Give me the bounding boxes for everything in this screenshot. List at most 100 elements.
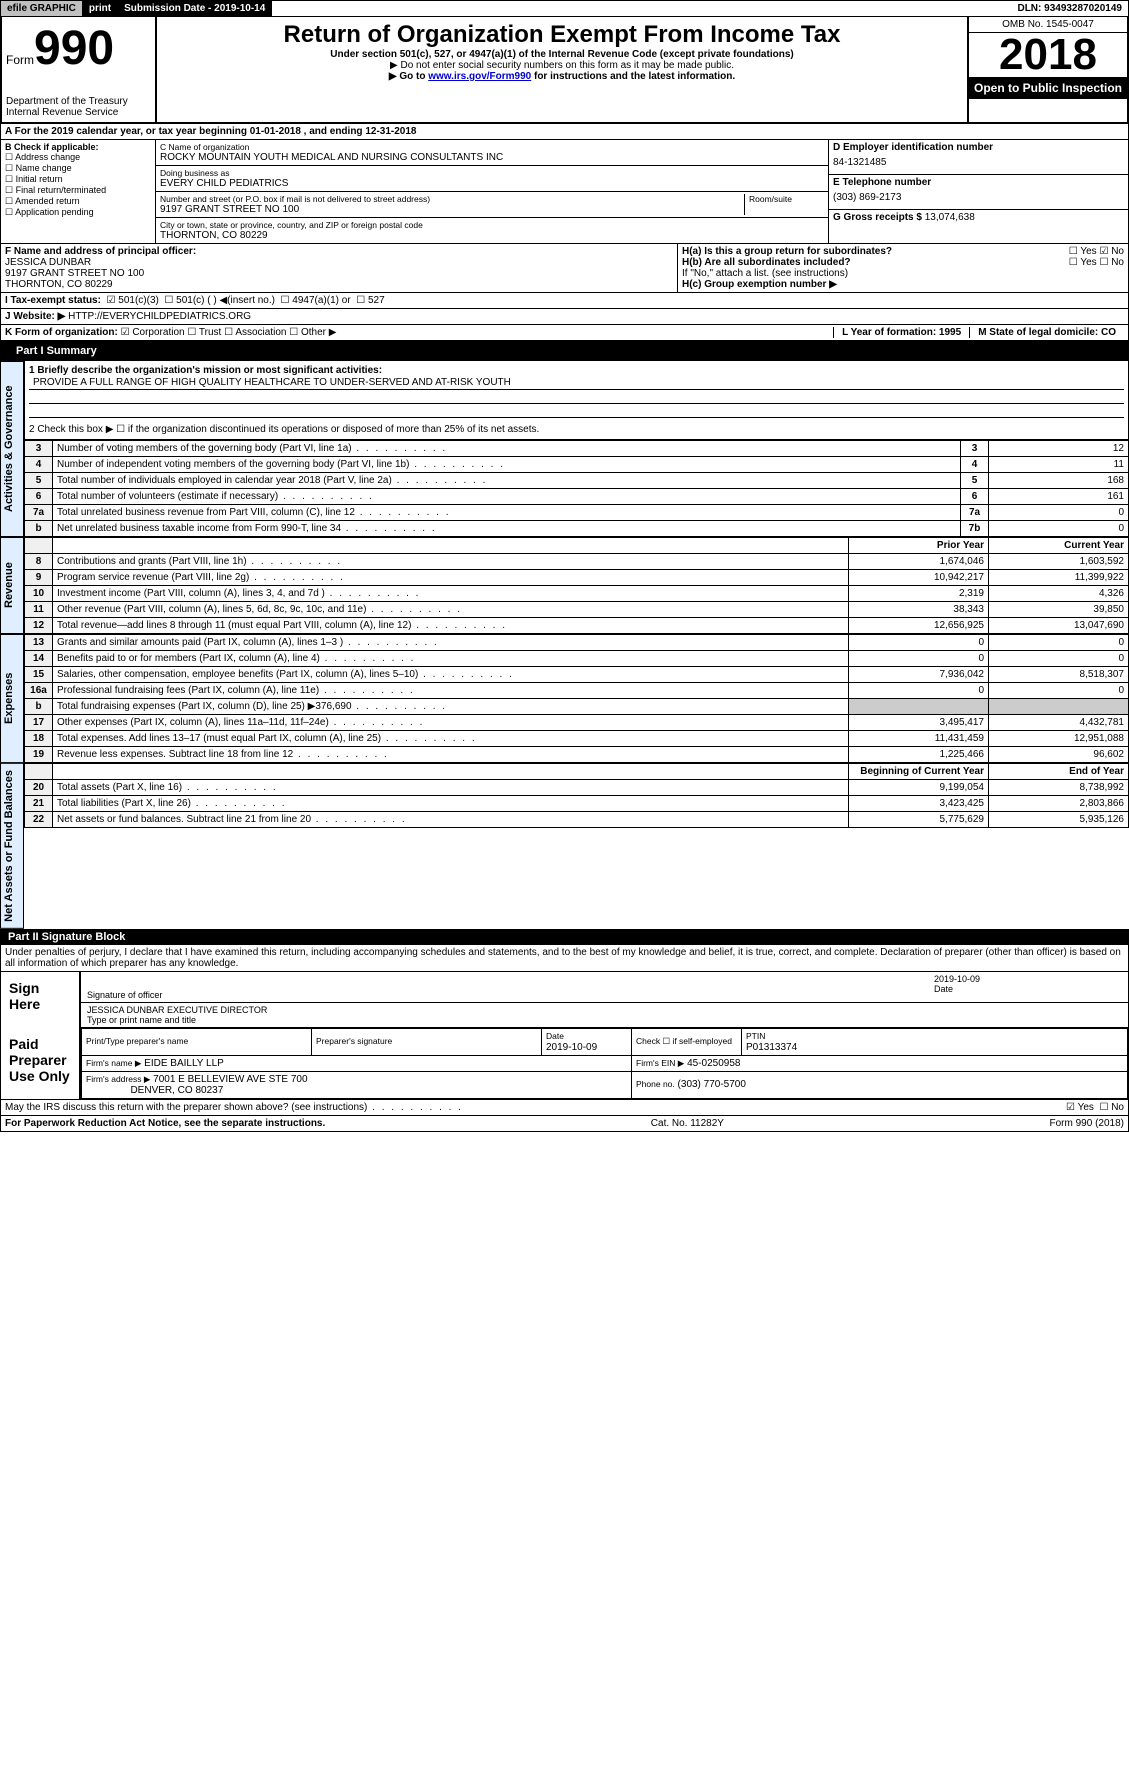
hb-no[interactable]: No <box>1099 257 1124 268</box>
self-employed-check[interactable]: Check ☐ if self-employed <box>632 1028 742 1055</box>
open-public: Open to Public Inspection <box>969 77 1127 99</box>
table-row: 12Total revenue—add lines 8 through 11 (… <box>25 618 1129 634</box>
vert-governance: Activities & Governance <box>0 361 24 537</box>
row-a: A For the 2019 calendar year, or tax yea… <box>0 124 1129 140</box>
table-row: 17Other expenses (Part IX, column (A), l… <box>25 715 1129 731</box>
discuss-row: May the IRS discuss this return with the… <box>0 1100 1129 1116</box>
table-row: 10Investment income (Part VIII, column (… <box>25 586 1129 602</box>
chk-trust[interactable]: Trust <box>187 327 221 338</box>
perjury-statement: Under penalties of perjury, I declare th… <box>0 945 1129 972</box>
discuss-no[interactable]: No <box>1099 1102 1124 1113</box>
ha-yes[interactable]: Yes <box>1069 246 1097 257</box>
table-row: 6Total number of volunteers (estimate if… <box>25 489 1129 505</box>
firm-ein: 45-0250958 <box>687 1058 740 1069</box>
form-subtitle: Under section 501(c), 527, or 4947(a)(1)… <box>161 49 963 60</box>
print-button[interactable]: print <box>83 1 118 16</box>
part2-header: Part II Signature Block <box>0 929 1129 945</box>
chk-4947[interactable]: 4947(a)(1) or <box>281 295 351 306</box>
website: HTTP://EVERYCHILDPEDIATRICS.ORG <box>68 311 251 322</box>
chk-amended[interactable]: Amended return <box>5 196 151 207</box>
chk-final-return[interactable]: Final return/terminated <box>5 185 151 196</box>
netassets-table: Beginning of Current YearEnd of Year 20T… <box>24 763 1129 828</box>
table-row: 19Revenue less expenses. Subtract line 1… <box>25 747 1129 763</box>
governance-table: 3Number of voting members of the governi… <box>24 440 1129 537</box>
box-f: F Name and address of principal officer:… <box>1 244 678 292</box>
table-row: 9Program service revenue (Part VIII, lin… <box>25 570 1129 586</box>
chk-app-pending[interactable]: Application pending <box>5 207 151 218</box>
ein: 84-1321485 <box>833 153 1124 172</box>
table-row: 7aTotal unrelated business revenue from … <box>25 505 1129 521</box>
officer-name-title: JESSICA DUNBAR EXECUTIVE DIRECTOR <box>87 1005 1122 1015</box>
firm-addr1: 7001 E BELLEVIEW AVE STE 700 <box>153 1074 307 1085</box>
part1-netassets: Net Assets or Fund Balances Beginning of… <box>0 763 1129 929</box>
part1-governance: Activities & Governance 1 Briefly descri… <box>0 361 1129 537</box>
expenses-table: 13Grants and similar amounts paid (Part … <box>24 634 1129 763</box>
chk-501c3[interactable]: 501(c)(3) <box>107 295 159 306</box>
table-row: 5Total number of individuals employed in… <box>25 473 1129 489</box>
part1-expenses: Expenses 13Grants and similar amounts pa… <box>0 634 1129 763</box>
cat-number: Cat. No. 11282Y <box>651 1118 724 1129</box>
tax-year: 2018 <box>969 33 1127 77</box>
chk-527[interactable]: 527 <box>356 295 384 306</box>
table-row: 21Total liabilities (Part X, line 26)3,4… <box>25 796 1129 812</box>
table-row: bTotal fundraising expenses (Part IX, co… <box>25 699 1129 715</box>
table-row: 22Net assets or fund balances. Subtract … <box>25 812 1129 828</box>
form-ref: Form 990 (2018) <box>1050 1118 1124 1129</box>
vert-revenue: Revenue <box>0 537 24 634</box>
state-domicile: M State of legal domicile: CO <box>969 327 1124 338</box>
chk-address-change[interactable]: Address change <box>5 152 151 163</box>
row-klm: K Form of organization: Corporation Trus… <box>0 325 1129 341</box>
row-j: J Website: ▶ HTTP://EVERYCHILDPEDIATRICS… <box>0 309 1129 325</box>
section-bcdeg: B Check if applicable: Address change Na… <box>0 140 1129 244</box>
chk-501c[interactable]: 501(c) ( ) ◀(insert no.) <box>164 295 275 306</box>
paid-preparer-label: Paid Preparer Use Only <box>1 1028 81 1099</box>
q2: 2 Check this box ▶ ☐ if the organization… <box>29 424 1124 435</box>
footer: For Paperwork Reduction Act Notice, see … <box>0 1116 1129 1132</box>
table-row: 15Salaries, other compensation, employee… <box>25 667 1129 683</box>
box-b: B Check if applicable: Address change Na… <box>1 140 156 243</box>
ptin: P01313374 <box>746 1042 797 1053</box>
form-note2: ▶ Go to www.irs.gov/Form990 for instruct… <box>161 71 963 82</box>
form-number: Form990 <box>6 21 151 76</box>
row-i: I Tax-exempt status: 501(c)(3) 501(c) ( … <box>0 293 1129 309</box>
chk-initial-return[interactable]: Initial return <box>5 174 151 185</box>
section-fh: F Name and address of principal officer:… <box>0 244 1129 293</box>
irs-link[interactable]: www.irs.gov/Form990 <box>428 71 531 82</box>
table-row: 20Total assets (Part X, line 16)9,199,05… <box>25 780 1129 796</box>
chk-other[interactable]: Other ▶ <box>289 327 336 338</box>
chk-corp[interactable]: Corporation <box>121 327 185 338</box>
box-c: C Name of organization ROCKY MOUNTAIN YO… <box>156 140 828 243</box>
firm-addr2: DENVER, CO 80237 <box>130 1085 223 1096</box>
city-state-zip: THORNTON, CO 80229 <box>160 230 824 241</box>
hc: H(c) Group exemption number ▶ <box>682 279 1124 290</box>
firm-name: EIDE BAILLY LLP <box>144 1058 224 1069</box>
submission-date: Submission Date - 2019-10-14 <box>118 1 272 16</box>
chk-name-change[interactable]: Name change <box>5 163 151 174</box>
form-header: Form990 Department of the Treasury Inter… <box>0 17 1129 124</box>
vert-expenses: Expenses <box>0 634 24 763</box>
street-address: 9197 GRANT STREET NO 100 <box>160 204 744 215</box>
table-row: bNet unrelated business taxable income f… <box>25 521 1129 537</box>
table-row: 8Contributions and grants (Part VIII, li… <box>25 554 1129 570</box>
revenue-table: Prior YearCurrent Year 8Contributions an… <box>24 537 1129 634</box>
hb-yes[interactable]: Yes <box>1069 257 1097 268</box>
officer-name: JESSICA DUNBAR <box>5 257 673 268</box>
dln: DLN: 93493287020149 <box>1011 1 1128 16</box>
table-row: 3Number of voting members of the governi… <box>25 441 1129 457</box>
signature-block: Sign Here Signature of officer 2019-10-0… <box>0 972 1129 1100</box>
efile-label: efile GRAPHIC <box>1 1 83 16</box>
dba: EVERY CHILD PEDIATRICS <box>160 178 824 189</box>
room-suite-label: Room/suite <box>744 194 824 215</box>
box-h: H(a) Is this a group return for subordin… <box>678 244 1128 292</box>
prep-date: 2019-10-09 <box>546 1042 597 1053</box>
table-row: 14Benefits paid to or for members (Part … <box>25 651 1129 667</box>
part1-header: Part I Summary <box>0 341 1129 361</box>
telephone: (303) 869-2173 <box>833 188 1124 207</box>
pra-notice: For Paperwork Reduction Act Notice, see … <box>5 1118 325 1129</box>
dept-treasury: Department of the Treasury <box>6 96 151 107</box>
vert-netassets: Net Assets or Fund Balances <box>0 763 24 929</box>
chk-assoc[interactable]: Association <box>224 327 286 338</box>
ha-no[interactable]: No <box>1099 246 1124 257</box>
discuss-yes[interactable]: Yes <box>1066 1102 1094 1113</box>
form-title: Return of Organization Exempt From Incom… <box>161 21 963 49</box>
